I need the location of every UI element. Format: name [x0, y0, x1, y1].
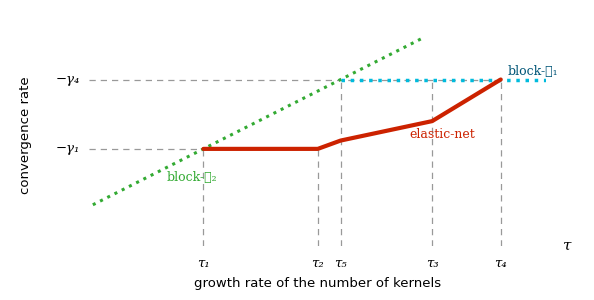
Text: block-ℓ₁: block-ℓ₁ — [508, 65, 558, 78]
Text: τ₃: τ₃ — [426, 257, 438, 270]
Text: convergence rate: convergence rate — [18, 76, 31, 194]
Text: τ₁: τ₁ — [197, 257, 210, 270]
Text: −γ₁: −γ₁ — [56, 142, 80, 155]
Text: elastic-net: elastic-net — [409, 128, 475, 142]
Text: block-ℓ₂: block-ℓ₂ — [167, 171, 217, 184]
Text: τ₂: τ₂ — [311, 257, 324, 270]
Text: −γ₄: −γ₄ — [56, 73, 80, 86]
Text: τ₄: τ₄ — [494, 257, 507, 270]
Text: τ: τ — [563, 239, 571, 253]
Text: τ₅: τ₅ — [334, 257, 347, 270]
Text: growth rate of the number of kernels: growth rate of the number of kernels — [194, 277, 441, 290]
